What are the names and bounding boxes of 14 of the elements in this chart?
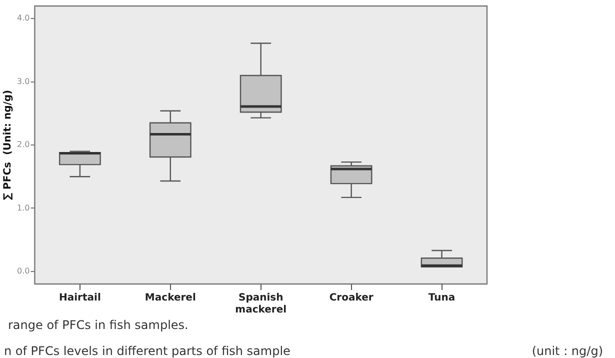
- y-tick-label: 1.0: [16, 203, 30, 212]
- y-axis-title: ∑ PFCs (Unit: ng/g): [2, 90, 14, 200]
- text: (unit : ng/g): [532, 344, 603, 358]
- y-tick-label: 2.0: [16, 140, 30, 150]
- x-tick-label: Tuna: [428, 292, 456, 304]
- y-tick-label: 3.0: [16, 76, 30, 86]
- x-tick-label: Mackerel: [144, 292, 196, 304]
- x-tick-label: Spanish mackerel: [235, 292, 287, 316]
- x-tick-label: Hairtail: [59, 292, 101, 304]
- text: n of PFCs levels in different parts of fish sample: [4, 344, 290, 358]
- text: range of PFCs in fish samples.: [8, 318, 188, 332]
- y-tick-label: 0.0: [16, 266, 30, 276]
- y-tick-label: 4.0: [16, 14, 30, 23]
- x-tick-label: Croaker: [329, 292, 374, 304]
